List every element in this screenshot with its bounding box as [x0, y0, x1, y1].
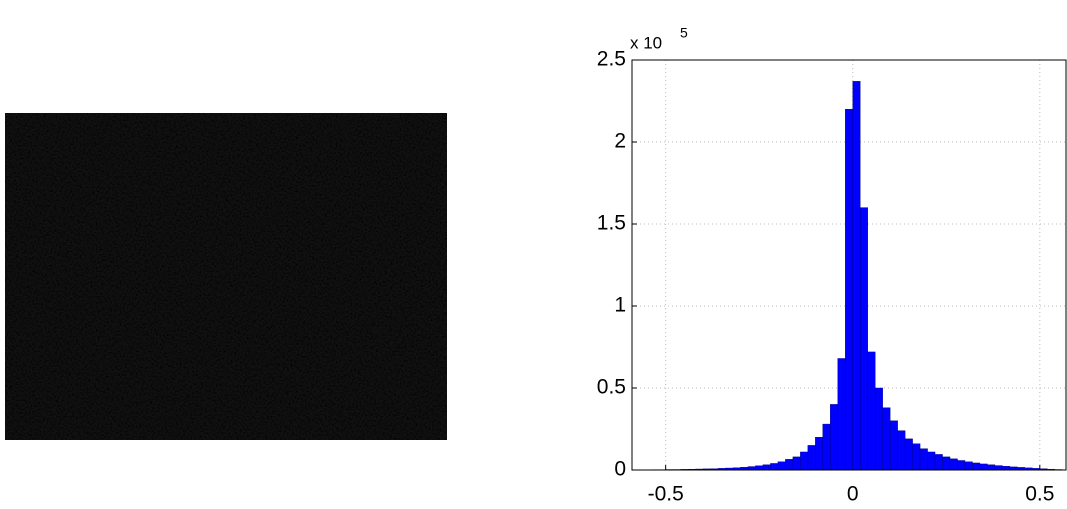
bar [800, 451, 809, 471]
bar [815, 437, 824, 471]
y-tick-label: 1.5 [597, 212, 626, 235]
bar [747, 466, 756, 471]
x-tick-label: 0.5 [1025, 483, 1054, 506]
bar [785, 459, 794, 471]
bar [994, 465, 1003, 471]
bar [770, 463, 779, 471]
bar [889, 420, 898, 471]
y-multiplier: x 10 [630, 33, 662, 52]
bar [927, 451, 936, 471]
bar [949, 458, 958, 471]
plot-border [631, 59, 1067, 471]
image-noise [5, 113, 447, 440]
y-tick-label: 0.5 [597, 376, 626, 399]
x-tick-label: -0.5 [648, 483, 684, 506]
bar [762, 464, 771, 471]
bar [860, 207, 868, 471]
bar [972, 462, 981, 471]
bar [845, 108, 853, 471]
bar [830, 404, 838, 471]
bar [964, 461, 973, 471]
texture-image [5, 113, 447, 440]
bar [792, 456, 801, 471]
bar [957, 460, 966, 471]
bar [919, 448, 928, 471]
bar [807, 445, 816, 471]
x-tick-label: 0 [847, 483, 859, 506]
bar [897, 430, 906, 471]
bar [867, 351, 876, 471]
bar [934, 454, 943, 471]
bar [755, 465, 764, 471]
bar [852, 81, 861, 471]
bar [987, 464, 996, 471]
bar [979, 463, 988, 471]
bar [882, 407, 891, 471]
y-tick-label: 0 [614, 458, 626, 481]
bar [822, 423, 831, 471]
bar [942, 456, 951, 471]
bar [837, 358, 846, 471]
bar [874, 387, 883, 471]
bar [904, 438, 913, 471]
y-tick-label: 2.5 [597, 48, 626, 71]
bar [777, 461, 786, 471]
y-tick-label: 2 [614, 130, 626, 153]
bar [912, 443, 921, 471]
y-tick-label: 1 [614, 294, 626, 317]
y-multiplier-exponent: 5 [680, 25, 688, 41]
bar [1002, 466, 1011, 471]
